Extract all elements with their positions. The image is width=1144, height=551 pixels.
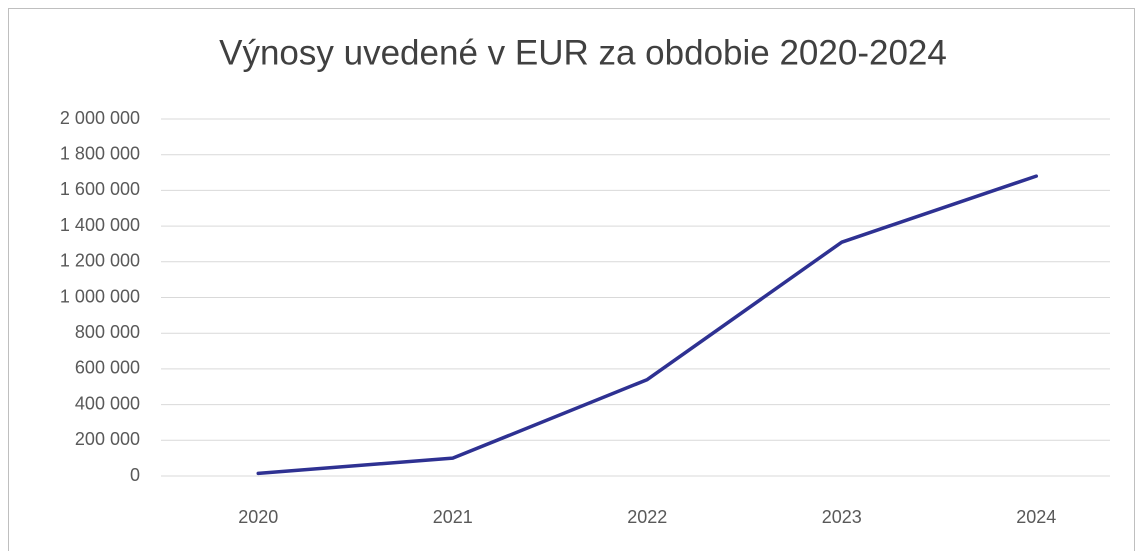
x-tick-label: 2020 <box>238 507 278 527</box>
y-tick-label: 800 000 <box>75 322 140 342</box>
line-series <box>256 174 1038 476</box>
y-tick-label: 1 400 000 <box>60 215 140 235</box>
y-tick-label: 1 800 000 <box>60 143 140 163</box>
y-tick-label: 1 600 000 <box>60 179 140 199</box>
y-tick-label: 0 <box>130 465 140 485</box>
y-tick-label: 1 000 000 <box>60 286 140 306</box>
y-tick-label: 600 000 <box>75 358 140 378</box>
x-tick-label: 2023 <box>822 507 862 527</box>
y-tick-label: 200 000 <box>75 429 140 449</box>
x-tick-label: 2024 <box>1016 507 1056 527</box>
chart-title: Výnosy uvedené v EUR za obdobie 2020-202… <box>219 33 947 72</box>
chart-border <box>8 8 1135 551</box>
y-tick-label: 2 000 000 <box>60 108 140 128</box>
x-tick-label: 2021 <box>433 507 473 527</box>
y-tick-label: 400 000 <box>75 393 140 413</box>
x-tick-label: 2022 <box>627 507 667 527</box>
y-tick-label: 1 200 000 <box>60 251 140 271</box>
